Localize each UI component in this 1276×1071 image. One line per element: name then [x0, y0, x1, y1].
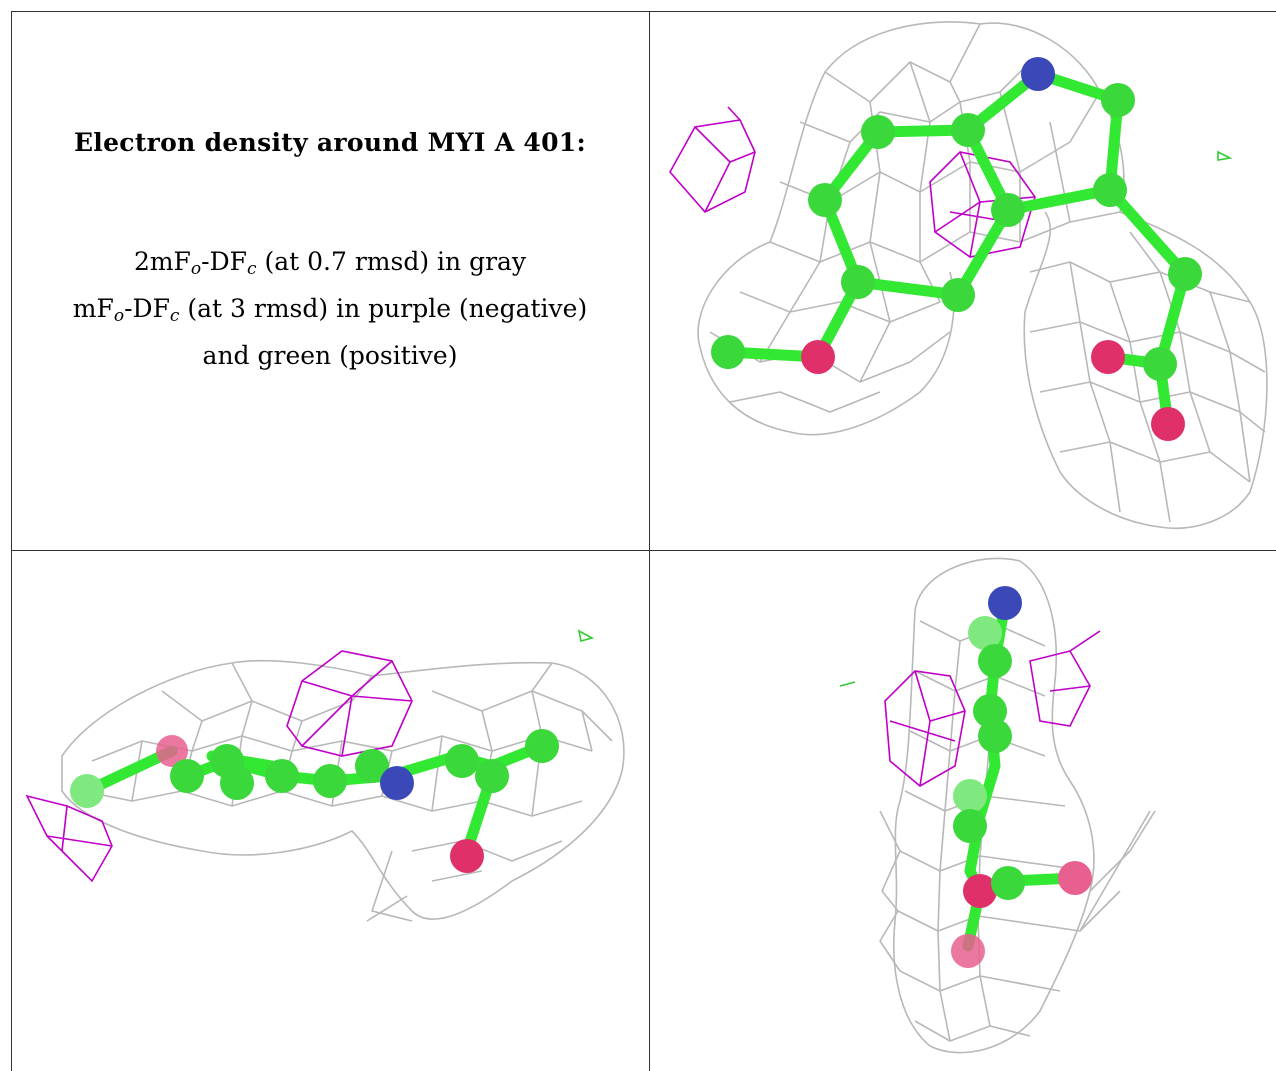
legend-line-positive: and green (positive): [11, 336, 649, 375]
legend-description: and green (positive): [202, 341, 458, 370]
ligand-ball-and-stick-icon: [70, 729, 559, 873]
legend-line-fofc: mFo-DFc (at 3 rmsd) in purple (negative): [11, 289, 649, 336]
legend-subscript: c: [247, 259, 257, 279]
legend-subscript: o: [190, 259, 202, 279]
electron-density-mesh-icon: [669, 21, 1268, 530]
legend-subscript: c: [169, 306, 180, 326]
frame-middle-vertical-line: [649, 11, 650, 1071]
legend-map-name: 2mF: [133, 247, 191, 276]
view-bottom-left: [12, 551, 649, 1071]
legend-description: (at 3 rmsd) in purple (negative): [179, 294, 588, 323]
ligand-ball-and-stick-icon: [951, 586, 1092, 968]
legend-subscript: o: [113, 306, 125, 326]
legend-line-2fofc: 2mFo-DFc (at 0.7 rmsd) in gray: [11, 242, 649, 289]
frame-top-line: [11, 11, 1276, 12]
ligand-ball-and-stick-icon: [711, 57, 1202, 441]
view-bottom-right: [650, 551, 1276, 1071]
legend-map-name: -DF: [124, 294, 170, 323]
legend-description: (at 0.7 rmsd) in gray: [256, 247, 527, 276]
figure-legend: 2mFo-DFc (at 0.7 rmsd) in gray mFo-DFc (…: [11, 242, 649, 375]
legend-map-name: -DF: [201, 247, 247, 276]
figure-title: Electron density around MYI A 401:: [73, 128, 587, 157]
legend-map-name: mF: [72, 294, 114, 323]
frame-left-line: [11, 11, 12, 1071]
view-top-right: [650, 12, 1276, 550]
frame-middle-horizontal-line: [11, 550, 1276, 551]
